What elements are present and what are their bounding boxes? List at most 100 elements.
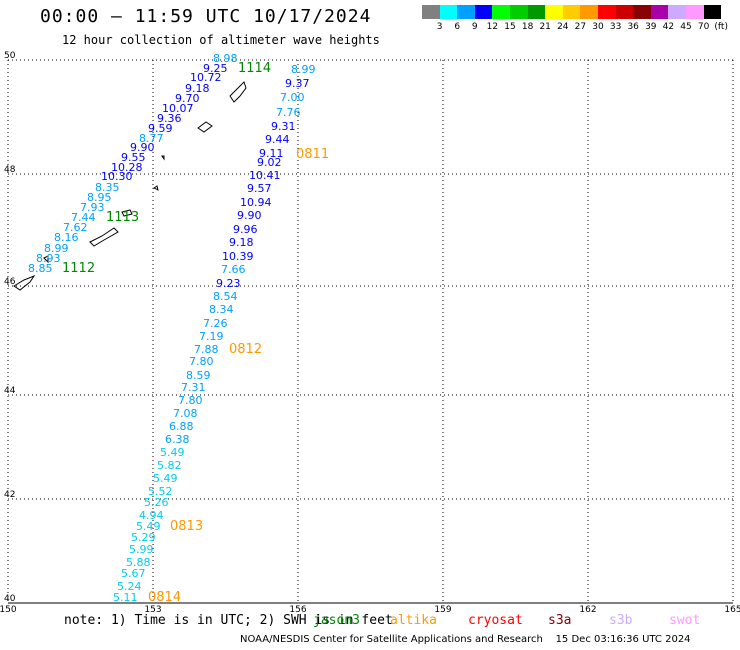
pass-time-label: 0812 bbox=[229, 342, 262, 357]
swh-reading: 5.24 bbox=[117, 580, 142, 593]
satellite-name: swot bbox=[669, 613, 701, 628]
legend-swatch bbox=[598, 5, 616, 19]
pass-time-label: 0811 bbox=[296, 147, 329, 162]
legend-swatch bbox=[474, 5, 493, 19]
swh-reading: 10.41 bbox=[249, 169, 281, 182]
swh-reading: 6.88 bbox=[169, 420, 194, 433]
legend-swatch bbox=[422, 5, 440, 19]
islet-3 bbox=[43, 255, 49, 264]
legend-label: 21 bbox=[539, 22, 551, 32]
coastline bbox=[13, 81, 247, 291]
swh-reading: 7.08 bbox=[173, 407, 198, 420]
swh-reading: 7.31 bbox=[181, 381, 206, 394]
x-axis-label: 162 bbox=[579, 605, 596, 615]
x-axis-label: 165 bbox=[724, 605, 740, 615]
y-axis-label: 46 bbox=[4, 277, 16, 287]
legend-label: 9 bbox=[471, 22, 478, 32]
legend-swatch bbox=[457, 5, 475, 19]
swh-reading: 9.36 bbox=[157, 112, 182, 125]
pass-time-label: 0813 bbox=[170, 519, 203, 534]
swh-reading: 8.95 bbox=[87, 191, 112, 204]
legend-swatch bbox=[562, 5, 581, 19]
swh-reading: 5.26 bbox=[144, 496, 169, 509]
x-axis-label: 150 bbox=[0, 605, 17, 615]
swh-reading: 7.80 bbox=[189, 355, 214, 368]
swh-reading: 7.88 bbox=[194, 343, 219, 356]
legend-swatch bbox=[668, 5, 686, 19]
swh-reading: 5.67 bbox=[121, 567, 146, 580]
swh-reading: 9.37 bbox=[285, 77, 310, 90]
swh-reading: 7.00 bbox=[280, 91, 305, 104]
legend-swatch bbox=[703, 5, 722, 19]
swh-reading: 8.35 bbox=[95, 181, 120, 194]
swh-reading: 8.98 bbox=[213, 52, 238, 65]
legend-swatch bbox=[510, 5, 528, 19]
x-axis-label: 153 bbox=[144, 605, 161, 615]
swh-reading: 7.26 bbox=[203, 317, 228, 330]
swh-reading: 9.96 bbox=[233, 223, 258, 236]
legend-label: 33 bbox=[609, 22, 622, 32]
swh-reading: 7.76 bbox=[276, 106, 301, 119]
swh-reading: 8.34 bbox=[209, 303, 234, 316]
swh-reading: 9.90 bbox=[237, 209, 262, 222]
swh-reading: 10.30 bbox=[101, 170, 133, 183]
legend-swatch bbox=[545, 5, 563, 19]
legend-label: (ft) bbox=[714, 22, 728, 32]
satellite-name: s3a bbox=[548, 613, 572, 628]
swh-reading: 8.99 bbox=[291, 63, 316, 76]
legend-swatch bbox=[527, 5, 546, 19]
swh-reading: 8.93 bbox=[36, 252, 61, 265]
note-text: note: 1) Time is in UTC; 2) SWH is in fe… bbox=[64, 613, 393, 628]
satellite-name: altika bbox=[390, 613, 437, 628]
pass-labels: 1114 0811 1113 1112 0812 0813 0814 bbox=[62, 61, 329, 605]
legend-swatch bbox=[492, 5, 510, 19]
legend-label: 12 bbox=[486, 22, 499, 32]
legend-label: 6 bbox=[454, 22, 461, 32]
legend-label: 36 bbox=[627, 22, 639, 32]
y-axis-label: 50 bbox=[4, 51, 16, 61]
swh-reading: 9.18 bbox=[229, 236, 254, 249]
y-axis-label: 42 bbox=[4, 490, 15, 500]
swh-reading: 7.93 bbox=[80, 201, 105, 214]
swh-reading: 8.85 bbox=[28, 262, 53, 275]
swh-reading: 10.28 bbox=[111, 161, 143, 174]
pass-time-label: 1112 bbox=[62, 261, 95, 276]
map-grid bbox=[7, 59, 734, 604]
swh-reading: 9.44 bbox=[265, 133, 290, 146]
swh-reading: 9.18 bbox=[185, 82, 210, 95]
x-axis-label: 159 bbox=[434, 605, 451, 615]
pass-time-label: 1114 bbox=[238, 61, 271, 76]
map-title: 00:00 – 11:59 UTC 10/17/2024 bbox=[40, 6, 372, 27]
swh-reading: 9.90 bbox=[130, 141, 155, 154]
legend-label: 45 bbox=[680, 22, 692, 32]
swh-reading: 7.44 bbox=[71, 211, 96, 224]
swh-reading: 5.49 bbox=[136, 520, 161, 533]
track-1114: 8.989.2510.729.189.7010.079.369.598.779.… bbox=[28, 52, 238, 275]
swh-reading: 5.49 bbox=[160, 446, 185, 459]
legend-label: 3 bbox=[436, 22, 443, 32]
swh-reading: 8.54 bbox=[213, 290, 238, 303]
track-0811: 8.999.377.007.769.319.449.119.0210.419.5… bbox=[113, 63, 316, 604]
swh-reading: 5.88 bbox=[126, 556, 151, 569]
legend-swatch bbox=[615, 5, 634, 19]
legend-label: 27 bbox=[574, 22, 587, 32]
swh-reading: 7.62 bbox=[63, 221, 88, 234]
footer-credit: NOAA/NESDIS Center for Satellite Applica… bbox=[240, 634, 691, 645]
legend-swatch bbox=[580, 5, 598, 19]
swh-reading: 9.31 bbox=[271, 120, 296, 133]
swh-reading: 6.38 bbox=[165, 433, 190, 446]
swh-reading: 8.77 bbox=[139, 132, 164, 145]
legend-label: 18 bbox=[521, 22, 534, 32]
swh-reading: 7.80 bbox=[178, 394, 203, 407]
swh-reading: 8.99 bbox=[44, 242, 69, 255]
swh-reading: 9.25 bbox=[203, 62, 228, 75]
legend-label: 15 bbox=[504, 22, 516, 32]
swh-reading: 10.39 bbox=[222, 250, 254, 263]
swh-reading: 9.57 bbox=[247, 182, 272, 195]
island-4 bbox=[13, 274, 36, 291]
swh-reading: 9.70 bbox=[175, 92, 200, 105]
legend-label: 39 bbox=[645, 22, 657, 32]
swh-reading: 10.94 bbox=[240, 196, 272, 209]
swh-reading: 5.49 bbox=[153, 472, 178, 485]
